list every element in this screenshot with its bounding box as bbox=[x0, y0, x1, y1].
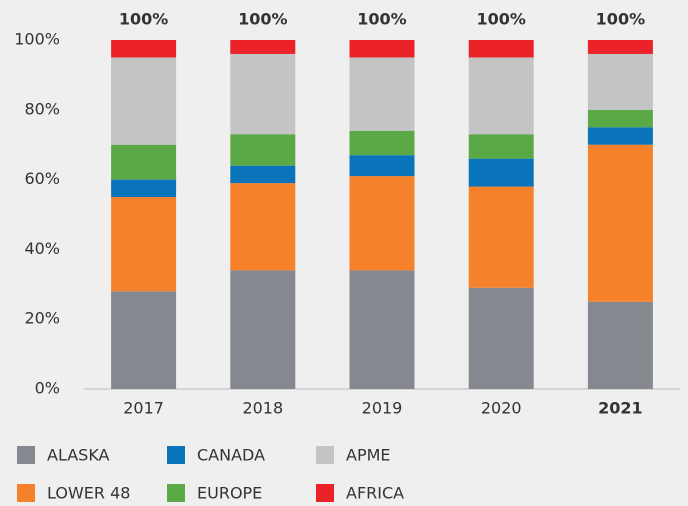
bar-segment bbox=[349, 40, 415, 58]
bar-segment bbox=[349, 130, 415, 156]
x-tick-label: 2018 bbox=[242, 399, 283, 418]
legend-swatch bbox=[316, 484, 334, 502]
bar-segment bbox=[587, 127, 653, 145]
bar-segment bbox=[349, 176, 415, 271]
bar-segment bbox=[230, 134, 296, 166]
legend-swatch bbox=[167, 446, 185, 464]
bar-segment bbox=[587, 40, 653, 54]
y-tick-label: 80% bbox=[24, 99, 60, 118]
x-tick-label: 2017 bbox=[123, 399, 164, 418]
bar-segment bbox=[468, 287, 534, 389]
bar-segment bbox=[587, 109, 653, 128]
y-tick-label: 60% bbox=[24, 169, 60, 188]
legend-swatch bbox=[17, 446, 35, 464]
bar-segment bbox=[587, 53, 653, 110]
total-label: 100% bbox=[596, 10, 645, 29]
legend-label: ALASKA bbox=[47, 446, 110, 465]
legend-swatch bbox=[17, 484, 35, 502]
bar-segment bbox=[111, 179, 177, 198]
bar-segment bbox=[349, 57, 415, 131]
bar-segment bbox=[111, 291, 177, 389]
bar-segment bbox=[468, 134, 534, 159]
y-tick-label: 40% bbox=[24, 239, 60, 258]
bar-segment bbox=[230, 40, 296, 54]
legend-label: LOWER 48 bbox=[47, 484, 130, 503]
total-label: 100% bbox=[476, 10, 525, 29]
y-tick-label: 100% bbox=[14, 30, 60, 49]
x-tick-label: 2019 bbox=[362, 399, 403, 418]
bar-segment bbox=[111, 40, 177, 58]
x-tick-label: 2020 bbox=[481, 399, 522, 418]
total-label: 100% bbox=[238, 10, 287, 29]
legend-label: APME bbox=[346, 446, 391, 465]
legend-label: AFRICA bbox=[346, 484, 404, 503]
legend-label: CANADA bbox=[197, 446, 265, 465]
bar-segment bbox=[230, 165, 296, 184]
bar-segment bbox=[349, 155, 415, 177]
bar-segment bbox=[468, 158, 534, 187]
bar-segment bbox=[230, 183, 296, 271]
bar-segment bbox=[349, 270, 415, 389]
bar-segment bbox=[230, 270, 296, 389]
y-tick-label: 20% bbox=[24, 309, 60, 328]
bar-segment bbox=[468, 40, 534, 58]
bar-segment bbox=[468, 57, 534, 135]
legend-swatch bbox=[316, 446, 334, 464]
legend-swatch bbox=[167, 484, 185, 502]
bar-segment bbox=[468, 186, 534, 288]
bar-segment bbox=[111, 57, 177, 145]
bar-segment bbox=[230, 53, 296, 135]
x-tick-label: 2021 bbox=[598, 399, 643, 418]
total-label: 100% bbox=[119, 10, 168, 29]
y-tick-label: 0% bbox=[35, 379, 60, 398]
bar-segment bbox=[587, 144, 653, 302]
bar-segment bbox=[587, 301, 653, 389]
bar-segment bbox=[111, 144, 177, 180]
bar-segment bbox=[111, 197, 177, 292]
legend-label: EUROPE bbox=[197, 484, 262, 503]
total-label: 100% bbox=[357, 10, 406, 29]
